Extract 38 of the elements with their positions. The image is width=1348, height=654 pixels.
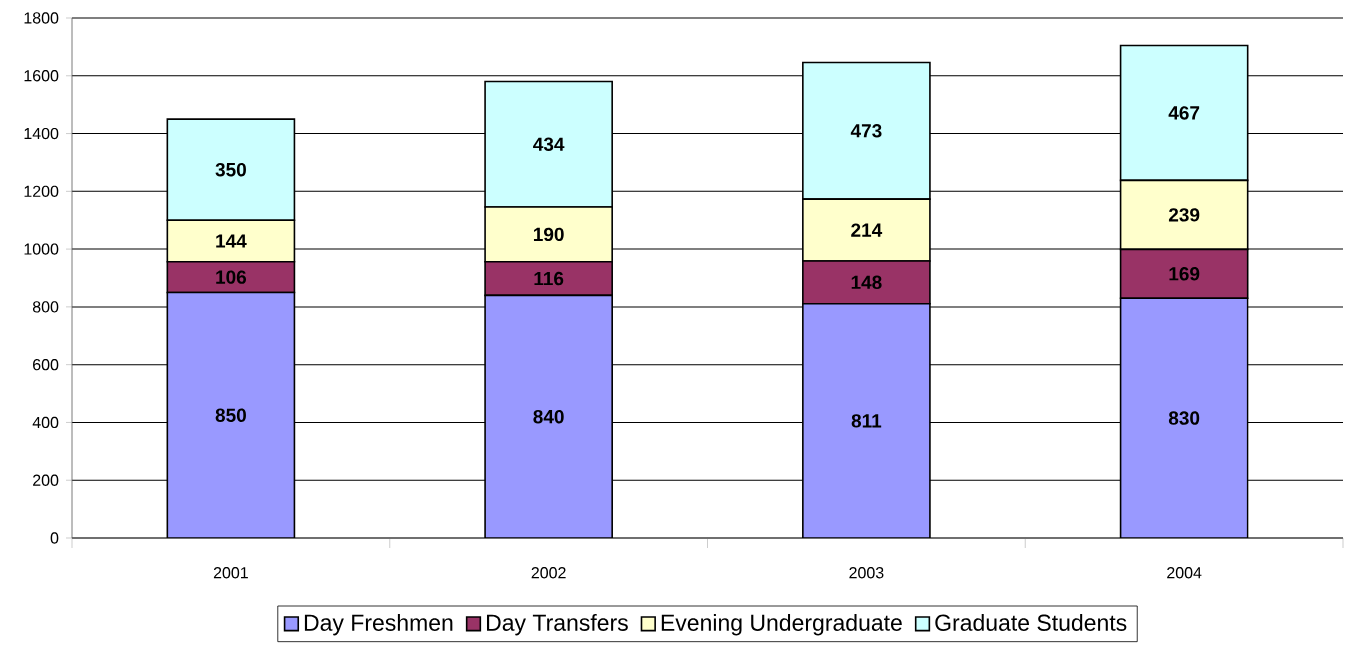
data-label: 811: [851, 414, 882, 428]
data-label: 850: [215, 408, 246, 422]
x-tick-label: 2001: [213, 567, 248, 579]
data-label: 214: [851, 223, 883, 237]
y-tick-label: 400: [32, 416, 59, 429]
y-tick-label: 200: [33, 474, 59, 486]
y-tick-label: 1800: [24, 12, 59, 24]
data-label: 148: [851, 275, 882, 290]
y-tick-label: 600: [33, 359, 59, 371]
data-label: 106: [216, 270, 247, 284]
data-label: 144: [216, 234, 247, 248]
y-tick-label: 1600: [24, 70, 59, 82]
data-label: 239: [1168, 208, 1200, 222]
y-tick-label: 1000: [24, 243, 59, 255]
x-tick-label: 2003: [849, 567, 884, 579]
data-label: 830: [1168, 411, 1200, 425]
data-label: 350: [215, 162, 246, 177]
data-label: 473: [850, 124, 882, 138]
bar: [166, 291, 296, 538]
legend-label: Day Freshmen: [304, 614, 453, 636]
bar: [802, 302, 931, 538]
data-label: 434: [533, 137, 565, 151]
y-tick-label: 0: [50, 532, 59, 544]
legend-label: Graduate Students: [935, 614, 1127, 631]
x-tick-label: 2002: [531, 567, 566, 579]
data-label: 190: [533, 227, 564, 242]
data-label: 840: [533, 409, 564, 424]
legend-label: Evening Undergraduate: [661, 614, 902, 636]
bar: [1119, 297, 1249, 538]
y-tick-label: 1200: [24, 185, 59, 197]
data-label: 169: [1169, 267, 1200, 281]
legend-label: Day Transfers: [487, 614, 628, 636]
data-label: 467: [1168, 106, 1200, 120]
bar: [484, 294, 613, 538]
y-tick-label: 800: [32, 301, 59, 313]
data-label: 116: [534, 271, 564, 286]
x-tick-label: 2004: [1167, 567, 1202, 579]
y-tick-label: 1400: [24, 127, 59, 140]
